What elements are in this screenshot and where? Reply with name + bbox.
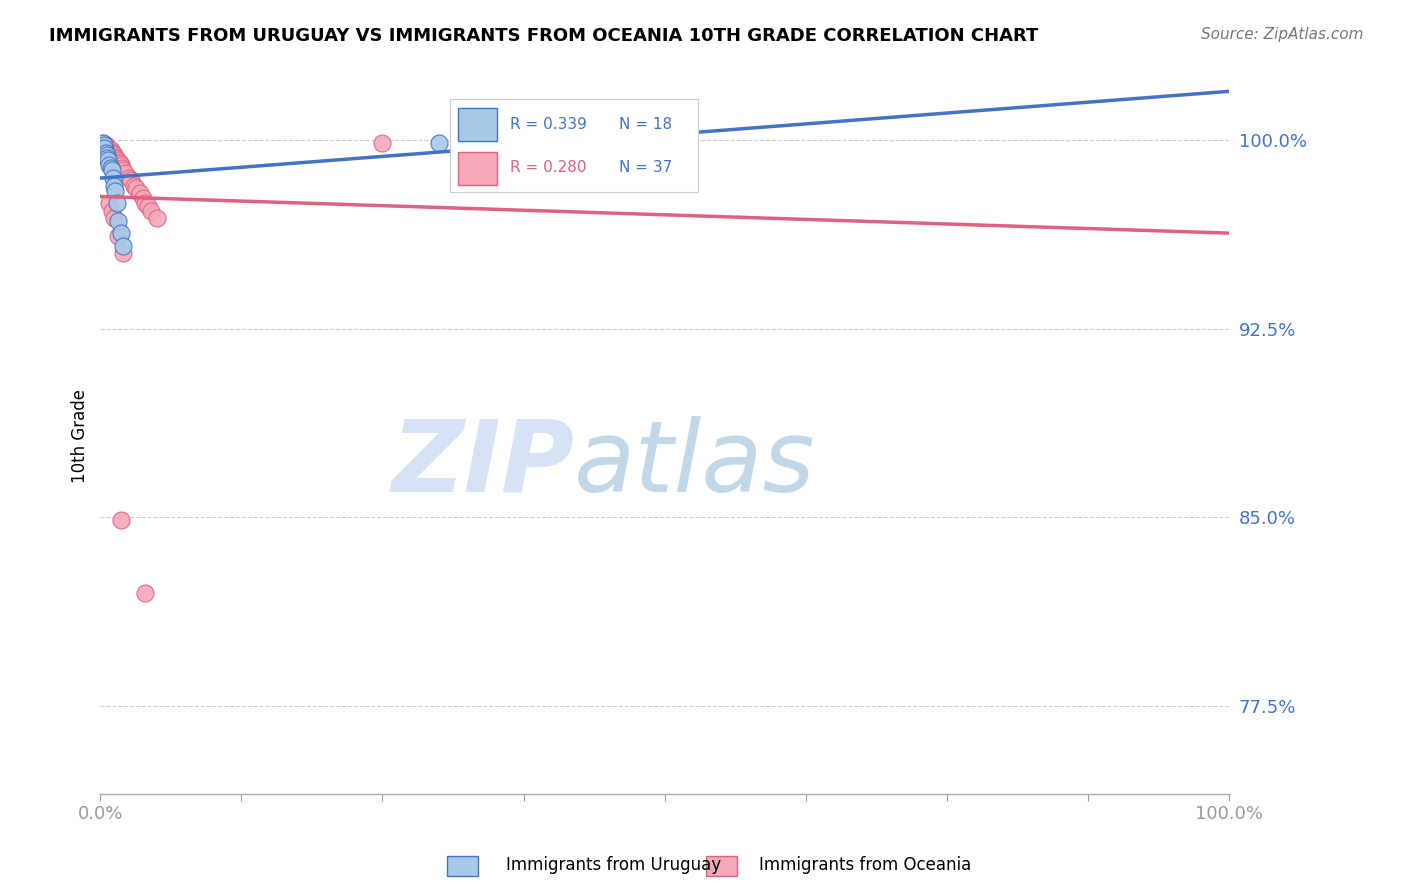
Text: atlas: atlas xyxy=(574,416,815,513)
Point xyxy=(136,199,159,213)
Point xyxy=(98,196,121,211)
Point xyxy=(117,171,139,186)
Point xyxy=(103,148,125,162)
Point xyxy=(128,186,150,200)
Point xyxy=(100,145,122,160)
Point xyxy=(100,203,122,218)
Point xyxy=(111,246,134,260)
Point xyxy=(132,191,155,205)
Point xyxy=(105,151,128,165)
Point xyxy=(98,144,121,158)
Point xyxy=(110,513,132,527)
Point xyxy=(107,228,129,243)
Point xyxy=(103,178,125,193)
Text: Immigrants from Uruguay: Immigrants from Uruguay xyxy=(506,856,721,874)
Point xyxy=(96,151,118,165)
Y-axis label: 10th Grade: 10th Grade xyxy=(72,389,89,483)
Point xyxy=(134,196,156,211)
Point xyxy=(94,145,117,160)
Point xyxy=(97,153,120,168)
Point xyxy=(101,171,124,186)
Point xyxy=(134,585,156,599)
Point xyxy=(111,163,134,178)
Point xyxy=(100,163,122,178)
Point xyxy=(110,226,132,240)
Point xyxy=(94,138,117,153)
Point xyxy=(105,153,128,168)
Point xyxy=(100,161,122,175)
Point xyxy=(146,211,169,226)
Point xyxy=(104,151,127,165)
Point xyxy=(120,173,142,187)
Point xyxy=(96,148,118,162)
Point xyxy=(97,141,120,155)
Text: Source: ZipAtlas.com: Source: ZipAtlas.com xyxy=(1201,27,1364,42)
Point xyxy=(427,136,450,150)
Point xyxy=(94,138,117,153)
Point xyxy=(98,158,121,172)
Point xyxy=(122,178,145,193)
Text: ZIP: ZIP xyxy=(391,416,574,513)
Point xyxy=(108,156,131,170)
Point xyxy=(103,211,125,226)
Point xyxy=(139,203,162,218)
Point xyxy=(107,213,129,227)
Point xyxy=(101,145,124,160)
Point xyxy=(93,141,115,155)
Point xyxy=(105,196,128,211)
Point xyxy=(96,141,118,155)
Point xyxy=(111,161,134,175)
Point xyxy=(111,239,134,253)
Point xyxy=(91,136,114,150)
Point xyxy=(371,136,394,150)
Point xyxy=(114,166,136,180)
Text: IMMIGRANTS FROM URUGUAY VS IMMIGRANTS FROM OCEANIA 10TH GRADE CORRELATION CHART: IMMIGRANTS FROM URUGUAY VS IMMIGRANTS FR… xyxy=(49,27,1039,45)
Point xyxy=(107,156,129,170)
Point xyxy=(93,138,115,153)
Point xyxy=(100,144,122,158)
Point xyxy=(104,184,127,198)
Point xyxy=(125,181,148,195)
Text: Immigrants from Oceania: Immigrants from Oceania xyxy=(759,856,972,874)
Point xyxy=(91,136,114,150)
Point xyxy=(110,158,132,172)
